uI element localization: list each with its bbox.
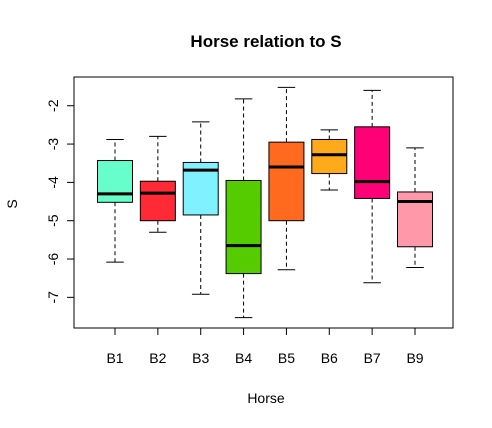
chart-title: Horse relation to S bbox=[190, 32, 341, 51]
boxes-layer bbox=[97, 86, 433, 319]
x-tick-label: B7 bbox=[364, 350, 381, 366]
y-tick-label: -7 bbox=[45, 291, 61, 304]
x-tick-label: B2 bbox=[149, 350, 166, 366]
y-tick-label: -5 bbox=[45, 214, 61, 227]
x-tick-label: B3 bbox=[192, 350, 209, 366]
box-b5 bbox=[268, 86, 305, 271]
box-b2 bbox=[139, 135, 176, 233]
x-tick-label: B6 bbox=[321, 350, 338, 366]
y-axis: -7 -6 -5 -4 -3 -2 bbox=[45, 99, 75, 304]
box-body bbox=[354, 126, 391, 199]
y-tick-label: -3 bbox=[45, 138, 61, 151]
box-b6 bbox=[311, 129, 348, 191]
y-tick-label: -6 bbox=[45, 253, 61, 266]
box-b1 bbox=[97, 138, 133, 263]
x-tick-label: B9 bbox=[406, 350, 423, 366]
x-tick-label: B1 bbox=[106, 350, 123, 366]
box-body bbox=[139, 180, 176, 222]
box-b9 bbox=[397, 147, 433, 268]
y-tick-label: -4 bbox=[45, 176, 61, 189]
x-axis: B1 B2 B3 B4 B5 B6 B7 B9 bbox=[106, 327, 424, 366]
x-tick-label: B5 bbox=[278, 350, 295, 366]
box-body bbox=[97, 160, 133, 203]
y-axis-label: S bbox=[4, 199, 20, 208]
box-body bbox=[225, 179, 262, 275]
box-b4 bbox=[225, 98, 262, 319]
box-body bbox=[268, 141, 305, 222]
box-b3 bbox=[182, 121, 219, 295]
box-b7 bbox=[354, 89, 391, 284]
box-body bbox=[311, 138, 348, 175]
y-tick-label: -2 bbox=[45, 99, 61, 112]
x-tick-label: B4 bbox=[235, 350, 252, 366]
x-axis-label: Horse bbox=[247, 390, 285, 406]
